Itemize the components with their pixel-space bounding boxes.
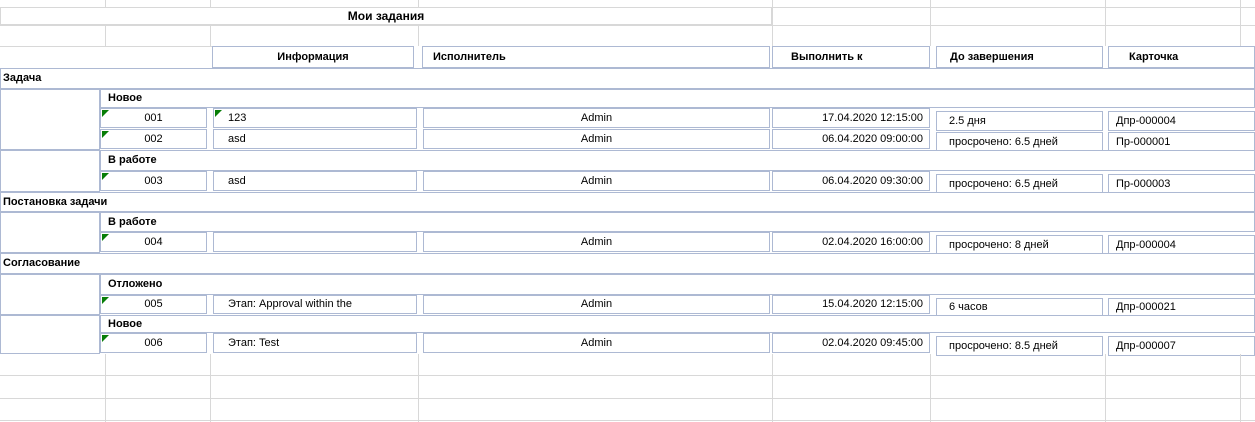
gridline — [1240, 354, 1241, 422]
group-row-approval[interactable]: Согласование — [0, 253, 1255, 274]
cell-executor[interactable]: Admin — [423, 171, 770, 191]
cell-due[interactable]: 15.04.2020 12:15:00 — [772, 295, 930, 314]
cell-info[interactable]: Этап: Test — [213, 333, 417, 353]
cell-executor[interactable]: Admin — [423, 232, 770, 252]
gridline — [0, 7, 1255, 8]
report-title[interactable]: Мои задания — [0, 7, 772, 25]
cell-remaining[interactable]: просрочено: 6.5 дней — [936, 174, 1103, 194]
cell-card[interactable]: Дпр-000004 — [1108, 235, 1255, 255]
cell-remaining[interactable]: 2.5 дня — [936, 111, 1103, 131]
header-executor[interactable]: Исполнитель — [422, 46, 770, 68]
note-marker-icon — [102, 297, 109, 304]
subgroup-row-task-inwork[interactable]: В работе — [100, 150, 1255, 171]
gridline — [105, 25, 106, 46]
cell-number[interactable]: 001 — [100, 108, 207, 128]
cell-info[interactable]: 123 — [213, 108, 417, 128]
cell-due[interactable]: 06.04.2020 09:00:00 — [772, 129, 930, 149]
gridline — [105, 0, 106, 7]
header-info[interactable]: Информация — [212, 46, 414, 68]
gridline — [0, 375, 1255, 376]
group-row-statement[interactable]: Постановка задачи — [0, 192, 1255, 212]
cell-executor[interactable]: Admin — [423, 108, 770, 128]
cell-number[interactable]: 005 — [100, 295, 207, 314]
gridline — [930, 354, 931, 422]
cell-due[interactable]: 02.04.2020 09:45:00 — [772, 333, 930, 353]
group-indent-cell[interactable] — [0, 150, 100, 192]
cell-due[interactable]: 02.04.2020 16:00:00 — [772, 232, 930, 252]
gridline — [418, 354, 419, 422]
gridline — [105, 354, 106, 422]
cell-number-value: 004 — [144, 235, 163, 248]
gridline — [418, 25, 419, 46]
gridline — [0, 25, 1255, 26]
cell-info-value: 123 — [228, 111, 247, 124]
subgroup-row-task-new[interactable]: Новое — [100, 89, 1255, 108]
cell-number-value: 003 — [144, 174, 163, 187]
note-marker-icon — [102, 110, 109, 117]
cell-due[interactable]: 06.04.2020 09:30:00 — [772, 171, 930, 191]
cell-number-value: 006 — [144, 336, 163, 349]
cell-card[interactable]: Дпр-000004 — [1108, 111, 1255, 131]
cell-number-value: 001 — [144, 111, 163, 124]
header-card[interactable]: Карточка — [1108, 46, 1255, 68]
subgroup-row-statement-inwork[interactable]: В работе — [100, 212, 1255, 232]
cell-number[interactable]: 003 — [100, 171, 207, 191]
gridline — [210, 354, 211, 422]
gridline — [210, 0, 211, 7]
header-remaining[interactable]: До завершения — [936, 46, 1103, 68]
gridline — [0, 420, 1255, 421]
gridline — [0, 46, 212, 47]
cell-info[interactable] — [213, 232, 417, 252]
cell-number[interactable]: 006 — [100, 333, 207, 353]
gridline — [1105, 0, 1106, 46]
gridline — [772, 354, 773, 422]
gridline — [210, 25, 211, 46]
cell-executor[interactable]: Admin — [423, 333, 770, 353]
cell-due[interactable]: 17.04.2020 12:15:00 — [772, 108, 930, 128]
gridline — [0, 398, 1255, 399]
note-marker-icon — [102, 234, 109, 241]
cell-number-value: 005 — [144, 298, 163, 310]
group-indent-cell[interactable] — [0, 315, 100, 354]
cell-card[interactable]: Пр-000003 — [1108, 174, 1255, 194]
cell-card[interactable]: Дпр-000007 — [1108, 336, 1255, 356]
cell-card[interactable]: Пр-000001 — [1108, 132, 1255, 152]
cell-remaining[interactable]: просрочено: 8 дней — [936, 235, 1103, 255]
cell-info[interactable]: asd — [213, 171, 417, 191]
gridline — [1105, 354, 1106, 422]
cell-number[interactable]: 004 — [100, 232, 207, 252]
cell-info[interactable]: Этап: Approval within the — [213, 295, 417, 314]
subgroup-row-approval-postponed[interactable]: Отложено — [100, 274, 1255, 295]
cell-remaining[interactable]: просрочено: 8.5 дней — [936, 336, 1103, 356]
group-indent-cell[interactable] — [0, 89, 100, 150]
group-row-task[interactable]: Задача — [0, 68, 1255, 89]
group-indent-cell[interactable] — [0, 274, 100, 315]
cell-info[interactable]: asd — [213, 129, 417, 149]
group-indent-cell[interactable] — [0, 212, 100, 253]
cell-executor[interactable]: Admin — [423, 129, 770, 149]
note-marker-icon — [102, 173, 109, 180]
gridline — [418, 0, 419, 7]
subgroup-row-approval-new[interactable]: Новое — [100, 315, 1255, 333]
note-marker-icon — [215, 110, 222, 117]
cell-executor[interactable]: Admin — [423, 295, 770, 314]
note-marker-icon — [102, 131, 109, 138]
gridline — [772, 0, 773, 46]
header-due[interactable]: Выполнить к — [772, 46, 930, 68]
cell-number[interactable]: 002 — [100, 129, 207, 149]
gridline — [930, 0, 931, 46]
cell-remaining[interactable]: просрочено: 6.5 дней — [936, 132, 1103, 152]
cell-number-value: 002 — [144, 132, 163, 145]
note-marker-icon — [102, 335, 109, 342]
gridline — [1240, 0, 1241, 46]
